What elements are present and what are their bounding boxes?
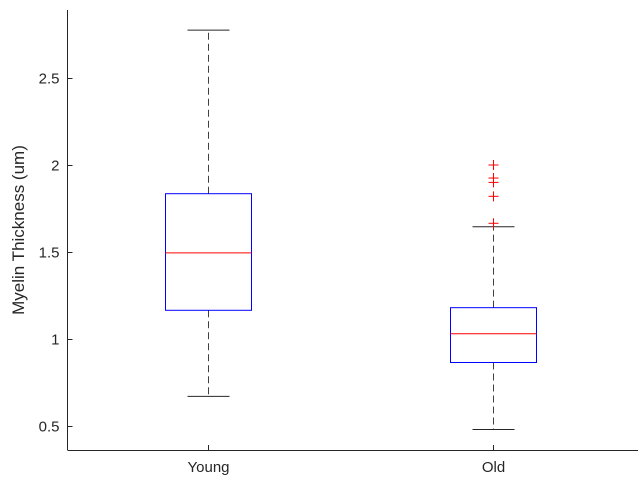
y-tick-label: 1.5	[39, 245, 60, 262]
box-group-old	[450, 160, 537, 430]
ticks-layer: Young Old 0.5 1 1.5 2 2.5	[39, 71, 506, 477]
iqr-box	[165, 193, 252, 311]
outlier-marker	[488, 160, 499, 170]
x-tick-label-old: Old	[482, 459, 505, 476]
outlier-marker	[488, 173, 499, 184]
iqr-box	[450, 307, 537, 363]
y-tick-label: 2.5	[39, 71, 60, 88]
axes-layer	[67, 10, 638, 451]
outlier-marker	[488, 218, 499, 229]
outlier-marker	[488, 191, 499, 202]
y-tick-label: 0.5	[39, 419, 60, 436]
boxes-layer	[165, 29, 537, 430]
y-tick-label: 2	[51, 158, 59, 175]
y-tick-label: 1	[51, 332, 59, 349]
y-axis-title: Myelin Thickness (um)	[9, 145, 28, 315]
x-tick-label-young: Young	[188, 459, 230, 476]
box-group-young	[165, 29, 252, 397]
